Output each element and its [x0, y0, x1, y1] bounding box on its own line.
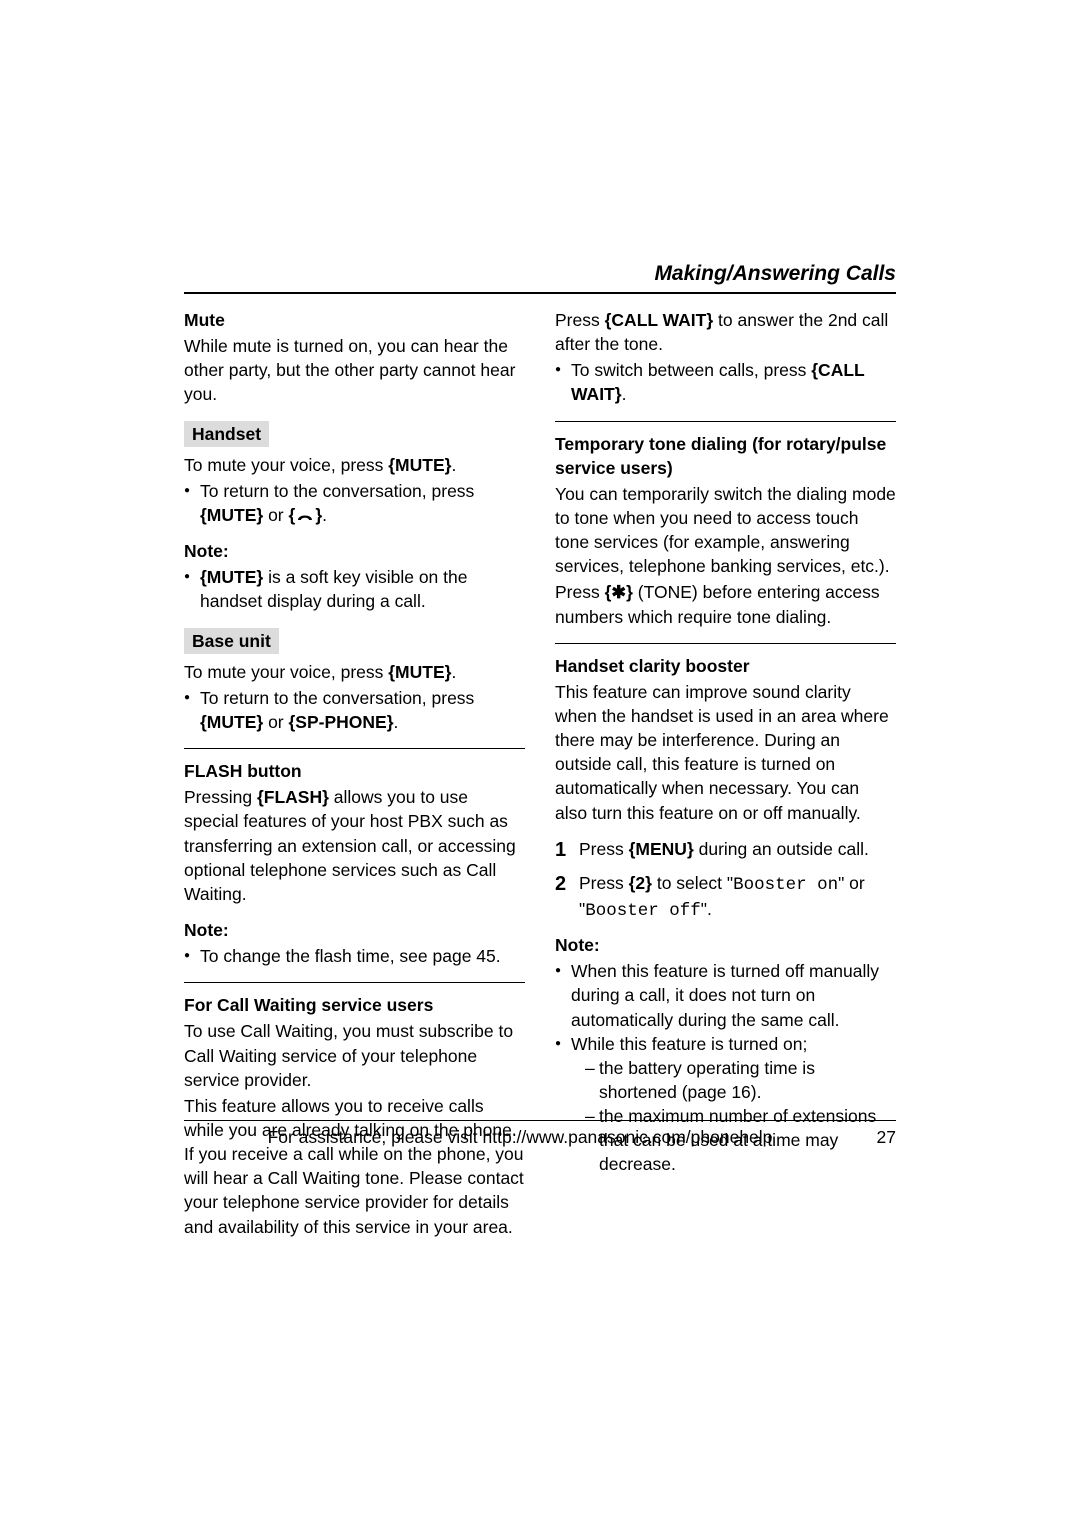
text: .	[451, 455, 456, 475]
bullet: To change the flash time, see page 45.	[184, 944, 525, 968]
dash-item: the battery operating time is shortened …	[571, 1056, 896, 1104]
text: Press	[579, 839, 629, 859]
mute-heading: Mute	[184, 308, 525, 332]
section-title: Making/Answering Calls	[184, 262, 896, 286]
divider	[184, 982, 525, 983]
divider	[555, 643, 896, 644]
text: Press	[579, 873, 629, 893]
base-unit-label: Base unit	[184, 628, 279, 654]
text: .	[394, 712, 399, 732]
text: Pressing	[184, 787, 257, 807]
tone-heading: Temporary tone dialing (for rotary/pulse…	[555, 432, 896, 480]
handset-label: Handset	[184, 421, 269, 447]
text: To mute your voice, press	[184, 455, 388, 475]
bullet: To return to the conversation, press {MU…	[184, 686, 525, 734]
key-mute: {MUTE}	[200, 567, 263, 587]
manual-page: Making/Answering Calls Mute While mute i…	[0, 0, 1080, 1528]
step-number: 1	[555, 837, 566, 865]
booster-off-text: Booster off	[585, 901, 701, 921]
key-call-icon: {}	[289, 505, 323, 525]
key-call-wait: {CALL WAIT}	[605, 310, 714, 330]
key-mute: {MUTE}	[200, 505, 263, 525]
flash-heading: FLASH button	[184, 759, 525, 783]
key-star: {✱}	[605, 582, 633, 602]
bullet: To switch between calls, press {CALL WAI…	[555, 358, 896, 406]
handset-icon	[295, 509, 315, 523]
step-2: 2 Press {2} to select "Booster on" or "B…	[555, 871, 896, 923]
text: ".	[701, 899, 712, 919]
key-mute: {MUTE}	[388, 455, 451, 475]
header-rule	[184, 292, 896, 294]
text: While this feature is turned on;	[571, 1034, 807, 1054]
key-2: {2}	[629, 873, 652, 893]
text: or	[263, 505, 288, 525]
cw-answer: Press {CALL WAIT} to answer the 2nd call…	[555, 308, 896, 356]
bullet: To return to the conversation, press {MU…	[184, 479, 525, 527]
base-bullets: To return to the conversation, press {MU…	[184, 686, 525, 734]
call-waiting-heading: For Call Waiting service users	[184, 993, 525, 1017]
bullet: {MUTE} is a soft key visible on the hand…	[184, 565, 525, 613]
text: during an outside call.	[694, 839, 869, 859]
footer-text: For assistance, please visit http://www.…	[184, 1127, 856, 1148]
text: To return to the conversation, press	[200, 481, 474, 501]
booster-steps: 1 Press {MENU} during an outside call. 2…	[555, 837, 896, 923]
page-number: 27	[856, 1127, 896, 1148]
key-mute: {MUTE}	[200, 712, 263, 732]
note-heading: Note:	[184, 918, 525, 942]
left-column: Mute While mute is turned on, you can he…	[184, 308, 525, 1241]
text: .	[451, 662, 456, 682]
note-heading: Note:	[184, 539, 525, 563]
dash-list: the battery operating time is shortened …	[571, 1056, 896, 1177]
cw-body1: To use Call Waiting, you must subscribe …	[184, 1019, 525, 1091]
cw-switch-bullets: To switch between calls, press {CALL WAI…	[555, 358, 896, 406]
tone-body: You can temporarily switch the dialing m…	[555, 482, 896, 579]
page-header: Making/Answering Calls	[184, 262, 896, 308]
bullet: When this feature is turned off manually…	[555, 959, 896, 1031]
divider	[184, 748, 525, 749]
handset-mute-line: To mute your voice, press {MUTE}.	[184, 453, 525, 477]
right-column: Press {CALL WAIT} to answer the 2nd call…	[555, 308, 896, 1241]
note-bullets: To change the flash time, see page 45.	[184, 944, 525, 968]
key-menu: {MENU}	[629, 839, 694, 859]
booster-heading: Handset clarity booster	[555, 654, 896, 678]
base-mute-line: To mute your voice, press {MUTE}.	[184, 660, 525, 684]
step-1: 1 Press {MENU} during an outside call.	[555, 837, 896, 861]
text: Press	[555, 582, 605, 602]
handset-bullets: To return to the conversation, press {MU…	[184, 479, 525, 527]
content-columns: Mute While mute is turned on, you can he…	[184, 308, 896, 1241]
text: To return to the conversation, press	[200, 688, 474, 708]
cw-body2: This feature allows you to receive calls…	[184, 1094, 525, 1239]
page-footer: For assistance, please visit http://www.…	[184, 1120, 896, 1148]
text: .	[622, 384, 627, 404]
text: To mute your voice, press	[184, 662, 388, 682]
flash-body: Pressing {FLASH} allows you to use speci…	[184, 785, 525, 906]
bullet: While this feature is turned on; the bat…	[555, 1032, 896, 1177]
text: .	[322, 505, 327, 525]
mute-body: While mute is turned on, you can hear th…	[184, 334, 525, 406]
star-icon: ✱	[611, 580, 626, 604]
key-flash: {FLASH}	[257, 787, 329, 807]
key-mute: {MUTE}	[388, 662, 451, 682]
key-sp-phone: {SP-PHONE}	[289, 712, 394, 732]
text: or	[263, 712, 288, 732]
step-number: 2	[555, 871, 566, 899]
note-heading: Note:	[555, 933, 896, 957]
divider	[555, 421, 896, 422]
text: to select "	[652, 873, 733, 893]
note-bullets: {MUTE} is a soft key visible on the hand…	[184, 565, 525, 613]
tone-press: Press {✱} (TONE) before entering access …	[555, 580, 896, 628]
text: To switch between calls, press	[571, 360, 811, 380]
text: Press	[555, 310, 605, 330]
booster-body: This feature can improve sound clarity w…	[555, 680, 896, 825]
booster-on-text: Booster on	[733, 875, 838, 895]
